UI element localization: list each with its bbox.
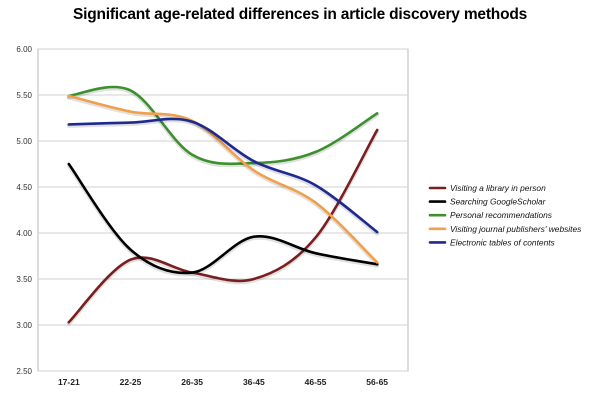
legend: Visiting a library in person Searching Go… xyxy=(428,183,582,247)
x-tick-label: 22-25 xyxy=(120,377,142,387)
legend-label: Searching GoogleScholar xyxy=(450,197,547,207)
series-shadow-personal-recommendations xyxy=(66,86,380,168)
legend-item: Searching GoogleScholar xyxy=(428,197,547,207)
series-line-personal-recommendations xyxy=(67,85,379,166)
series-line-searching-googlescholar xyxy=(67,162,379,275)
x-tick-label: 17-21 xyxy=(58,377,80,387)
x-axis: 17-21 22-25 26-35 36-45 46-55 56-65 xyxy=(58,377,388,387)
x-tick-label: 56-65 xyxy=(366,377,388,387)
series-line-visiting-journal-publishers-websites xyxy=(67,94,379,264)
y-tick-label: 5.50 xyxy=(16,91,32,100)
series-line-visiting-a-library-in-person xyxy=(67,128,379,324)
series-lines xyxy=(66,85,380,326)
y-tick-label: 3.00 xyxy=(16,321,32,330)
legend-label: Electronic tables of contents xyxy=(450,237,556,247)
legend-item: Visiting a library in person xyxy=(428,183,546,193)
legend-item: Visiting journal publishers' websites xyxy=(428,224,582,234)
series-line-electronic-tables-of-contents xyxy=(67,117,379,234)
x-tick-label: 26-35 xyxy=(181,377,203,387)
x-tick-label: 46-55 xyxy=(305,377,327,387)
y-tick-label: 5.00 xyxy=(16,137,32,146)
chart-title: Significant age-related differences in a… xyxy=(72,6,528,23)
y-tick-label: 4.00 xyxy=(16,229,32,238)
legend-label: Visiting a library in person xyxy=(450,183,546,193)
y-tick-label: 2.50 xyxy=(16,367,32,376)
y-axis: 2.50 3.00 3.50 4.00 4.50 5.00 5.50 6.00 xyxy=(16,45,32,376)
y-tick-label: 6.00 xyxy=(16,45,32,54)
plot-area xyxy=(37,48,409,372)
y-tick-label: 3.50 xyxy=(16,275,32,284)
y-tick-label: 4.50 xyxy=(16,183,32,192)
legend-item: Electronic tables of contents xyxy=(428,237,556,247)
legend-label: Visiting journal publishers' websites xyxy=(450,224,582,234)
legend-item: Personal recommendations xyxy=(428,210,553,220)
legend-label: Personal recommendations xyxy=(450,210,553,220)
plot-border xyxy=(37,48,409,372)
x-tick-label: 36-45 xyxy=(243,377,265,387)
